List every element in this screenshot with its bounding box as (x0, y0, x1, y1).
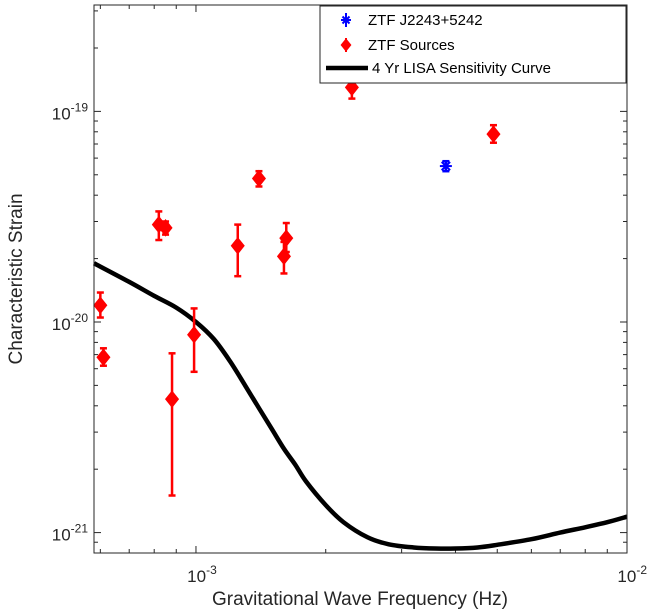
x-axis-label: Gravitational Wave Frequency (Hz) (212, 589, 508, 610)
star-arm (440, 161, 451, 171)
diamond-marker (93, 296, 108, 315)
y-tick-label: 10-19 (52, 100, 89, 123)
y-tick-label: 10-20 (52, 311, 89, 334)
data-points-layer (93, 74, 501, 497)
diamond-marker (96, 348, 111, 367)
ztf-source-point (164, 352, 180, 497)
legend-label: 4 Yr LISA Sensitivity Curve (372, 60, 551, 77)
tick-labels: 10-3 10-2 10-21 10-20 10-19 (52, 100, 648, 586)
plot-area (94, 5, 627, 553)
legend-entry: ZTF Sources (340, 37, 455, 54)
ztf-source-point (279, 221, 294, 254)
legend-box (319, 5, 627, 84)
legend-label: ZTF Sources (368, 37, 455, 54)
diamond-marker (340, 38, 352, 52)
diamond-marker (230, 237, 245, 255)
ztf-source-point (158, 219, 173, 237)
legend-entries: ZTF J2243+5242 ZTF Sources 4 Yr LISA Sensi… (326, 12, 551, 77)
diamond-marker (187, 325, 202, 344)
ztf-source-point (96, 347, 111, 367)
ztf-source-point (251, 169, 266, 188)
ztf-source-point (230, 223, 245, 278)
ztf-source-point (187, 307, 202, 374)
legend-entry: ZTF J2243+5242 (341, 12, 483, 29)
lisa-sensitivity-curve (92, 261, 628, 551)
star-arm (341, 15, 351, 25)
x-tick-label: 10-2 (617, 563, 647, 586)
ztf-source-point (93, 291, 108, 319)
star-marker (439, 160, 452, 173)
y-tick-label: 10-21 (52, 522, 89, 545)
diamond-marker (276, 247, 291, 266)
ztf-j2243-point (439, 159, 452, 173)
plot-frame (93, 4, 628, 554)
legend-entry: 4 Yr LISA Sensitivity Curve (326, 60, 551, 77)
legend-label: ZTF J2243+5242 (368, 12, 483, 29)
error-bar (168, 352, 176, 497)
diamond-marker (164, 390, 180, 408)
x-tick-label: 10-3 (187, 563, 217, 586)
star-marker (341, 15, 351, 25)
y-axis-label: Characteristic Strain (6, 193, 27, 364)
diamond-marker (279, 229, 294, 247)
diamond-marker (251, 169, 266, 188)
diamond-marker (486, 125, 501, 143)
diamond-marker (158, 219, 173, 237)
legend: ZTF J2243+5242 ZTF Sources 4 Yr LISA Sensi… (319, 5, 627, 84)
ztf-source-point (486, 123, 501, 144)
sensitivity-curve-layer (92, 261, 628, 551)
